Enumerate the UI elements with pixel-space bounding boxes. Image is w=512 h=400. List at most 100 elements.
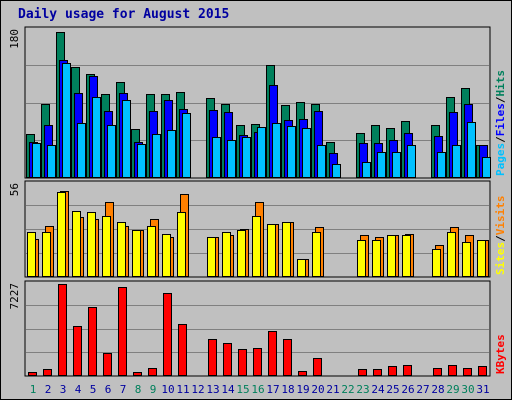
bar-pages-day-13 [212,137,221,178]
bar-pages-day-1 [32,143,41,178]
bar-pages-day-5 [92,97,101,178]
bar-pages-day-8 [137,144,146,178]
bar-sites-day-5 [87,212,96,277]
legend: Sites/Visits [494,196,507,276]
bar-kbytes-day-1 [28,372,37,376]
x-tick-label-day-14: 14 [221,383,235,396]
x-tick-label-day-18: 18 [281,383,294,396]
bar-kbytes-day-19 [298,371,307,376]
x-tick-label-day-4: 4 [75,383,82,396]
bar-sites-day-9 [147,226,156,277]
x-tick-label-day-12: 12 [191,383,204,396]
bar-kbytes-day-10 [163,293,172,376]
bar-sites-day-28 [432,249,441,277]
x-tick-label-day-15: 15 [236,383,249,396]
bar-kbytes-day-20 [313,358,322,376]
chart-title: Daily usage for August 2015 [18,7,230,22]
bar-pages-day-24 [377,152,386,178]
bar-kbytes-day-2 [43,369,52,376]
legend-separator: / [494,235,507,242]
x-tick-label-day-19: 19 [296,383,309,396]
bar-sites-day-19 [297,259,306,277]
bar-pages-day-11 [182,113,191,178]
bar-kbytes-day-8 [133,372,142,376]
x-tick-label-day-7: 7 [120,383,127,396]
bar-sites-day-2 [42,232,51,277]
bar-sites-day-13 [207,237,216,277]
bar-pages-day-29 [452,145,461,178]
bar-kbytes-day-26 [403,365,412,376]
x-tick-label-day-13: 13 [206,383,219,396]
legend-visits: Visits [494,196,507,236]
bar-pages-day-2 [47,145,56,178]
x-tick-label-day-23: 23 [356,383,369,396]
x-tick-label-day-26: 26 [401,383,414,396]
bar-pages-day-16 [257,127,266,178]
bar-pages-day-23 [362,162,371,178]
bar-sites-day-8 [132,230,141,277]
bar-sites-day-10 [162,234,171,277]
legend-kbytes: KBytes [494,334,507,374]
bar-sites-day-26 [402,235,411,277]
x-tick-label-day-8: 8 [135,383,142,396]
x-tick-label-day-29: 29 [446,383,459,396]
bar-pages-day-15 [242,137,251,178]
bar-sites-day-6 [102,216,111,277]
bar-pages-day-25 [392,152,401,178]
x-tick-label-day-17: 17 [266,383,279,396]
bar-kbytes-day-29 [448,365,457,376]
bar-sites-day-29 [447,232,456,277]
legend-separator: / [494,96,507,103]
bar-sites-day-15 [237,230,246,277]
legend-pages: Pages [494,143,507,176]
bar-sites-day-1 [27,232,36,277]
bar-pages-day-21 [332,164,341,178]
bar-sites-day-16 [252,216,261,277]
bar-kbytes-day-31 [478,366,487,376]
x-tick-label-day-31: 31 [476,383,489,396]
legend-files: Files [494,103,507,136]
y-axis-max-label: 180 [8,29,21,49]
bar-sites-day-7 [117,222,126,277]
bar-pages-day-28 [437,152,446,178]
bar-kbytes-day-16 [253,348,262,376]
bar-sites-day-17 [267,224,276,277]
bar-kbytes-day-30 [463,368,472,376]
bar-pages-day-18 [287,126,296,178]
bar-sites-day-20 [312,232,321,277]
bar-pages-day-26 [407,145,416,178]
x-tick-label-day-9: 9 [150,383,157,396]
legend-hits: Hits [494,70,507,97]
legend-separator: / [494,136,507,143]
legend-sites: Sites [494,242,507,275]
bar-kbytes-day-14 [223,343,232,376]
bar-pages-day-30 [467,122,476,178]
bar-kbytes-day-18 [283,339,292,376]
bar-pages-day-4 [77,123,86,178]
bar-sites-day-24 [372,240,381,277]
bar-kbytes-day-24 [373,369,382,376]
y-axis-max-label: 7227 [8,283,21,310]
bar-sites-day-23 [357,240,366,277]
bar-pages-day-6 [107,125,116,178]
bar-pages-day-3 [62,63,71,178]
bar-kbytes-day-11 [178,324,187,376]
bar-kbytes-day-15 [238,349,247,376]
bar-kbytes-day-5 [88,307,97,376]
x-tick-label-day-20: 20 [311,383,324,396]
bar-pages-day-10 [167,130,176,178]
x-tick-label-day-30: 30 [461,383,474,396]
bar-pages-day-7 [122,100,131,178]
x-tick-label-day-28: 28 [431,383,444,396]
x-tick-label-day-21: 21 [326,383,339,396]
bar-kbytes-day-4 [73,326,82,376]
bar-sites-day-3 [57,192,66,277]
bar-sites-day-14 [222,232,231,277]
x-tick-label-day-5: 5 [90,383,97,396]
bar-sites-day-31 [477,240,486,277]
x-tick-label-day-10: 10 [161,383,174,396]
x-tick-label-day-22: 22 [341,383,354,396]
x-tick-label-day-6: 6 [105,383,112,396]
bar-sites-day-4 [72,211,81,277]
